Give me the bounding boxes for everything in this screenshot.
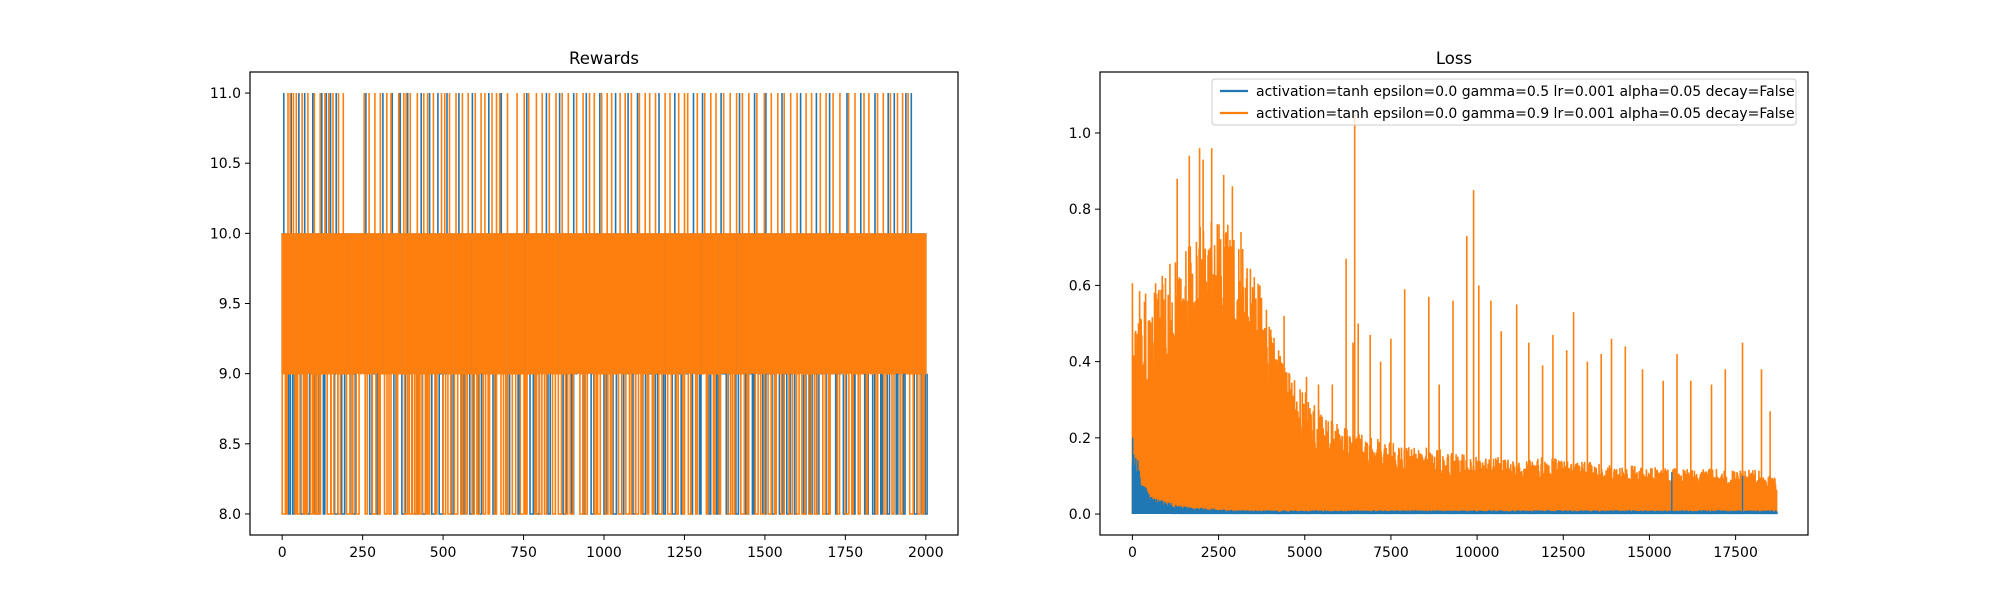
rewards-series-2-line (281, 93, 927, 515)
rewards-chart: Rewards 0 250 500 750 1000 1250 1500 1750 2000 8.… (210, 49, 959, 561)
loss-x-tick-label: 15000 (1627, 545, 1672, 561)
legend-frame (1211, 78, 1797, 126)
loss-y-tick-label: 1.0 (1069, 126, 1091, 142)
loss-series-1-line (1131, 437, 1778, 515)
rewards-x-tick-label: 0 (278, 545, 287, 561)
loss-y-tick-label: 0.2 (1069, 431, 1091, 447)
rewards-x-tick-label: 750 (510, 545, 537, 561)
loss-x-tick-label: 5000 (1287, 545, 1323, 561)
loss-frame (1099, 71, 1809, 536)
loss-title: Loss (1436, 49, 1472, 68)
rewards-x-tick-label: 1000 (586, 545, 622, 561)
loss-x-tick-label: 0 (1128, 545, 1137, 561)
loss-series-2-line (1131, 113, 1778, 515)
rewards-x-tick-label: 1250 (667, 545, 703, 561)
rewards-x-tick-label: 1500 (747, 545, 783, 561)
loss-x-tick-label: 12500 (1541, 545, 1586, 561)
rewards-y-tick-label: 10.0 (210, 226, 241, 242)
loss-chart: Loss 0 2500 5000 7500 10000 12500 15000 17500 0.… (1069, 49, 1809, 561)
rewards-x-tick-label: 500 (430, 545, 457, 561)
rewards-y-tick-label: 8.5 (219, 437, 241, 453)
loss-y-tick-label: 0.6 (1069, 278, 1091, 294)
rewards-axes: 0 250 500 750 1000 1250 1500 1750 2000 8.0 8.5 9.0 9… (210, 71, 959, 561)
rewards-x-tick-label: 2000 (908, 545, 944, 561)
loss-x-tick-label: 2500 (1201, 545, 1237, 561)
rewards-x-tick-label: 1750 (828, 545, 864, 561)
loss-x-tick-label: 10000 (1455, 545, 1500, 561)
rewards-title: Rewards (569, 49, 639, 68)
rewards-series-group (281, 93, 928, 515)
rewards-y-tick-label: 10.5 (210, 156, 241, 172)
loss-y-tick-label: 0.4 (1069, 355, 1091, 371)
rewards-y-tick-label: 11.0 (210, 86, 241, 102)
rewards-x-tick-label: 250 (349, 545, 376, 561)
legend-label-series-1: activation=tanh epsilon=0.0 gamma=0.5 lr… (1256, 84, 1795, 100)
loss-x-tick-label: 17500 (1713, 545, 1758, 561)
rewards-y-tick-label: 8.0 (219, 507, 241, 523)
loss-x-tick-label: 7500 (1373, 545, 1409, 561)
loss-series-group (1131, 113, 1778, 515)
loss-y-tick-label: 0.0 (1069, 507, 1091, 523)
rewards-y-tick-label: 9.0 (219, 367, 241, 383)
loss-legend: activation=tanh epsilon=0.0 gamma=0.5 lr… (1211, 78, 1797, 126)
loss-y-tick-label: 0.8 (1069, 202, 1091, 218)
rewards-y-tick-label: 9.5 (219, 297, 241, 313)
loss-axes: 0 2500 5000 7500 10000 12500 15000 17500 0.0 0.2 0… (1069, 71, 1809, 561)
legend-label-series-2: activation=tanh epsilon=0.0 gamma=0.9 lr… (1256, 106, 1795, 122)
